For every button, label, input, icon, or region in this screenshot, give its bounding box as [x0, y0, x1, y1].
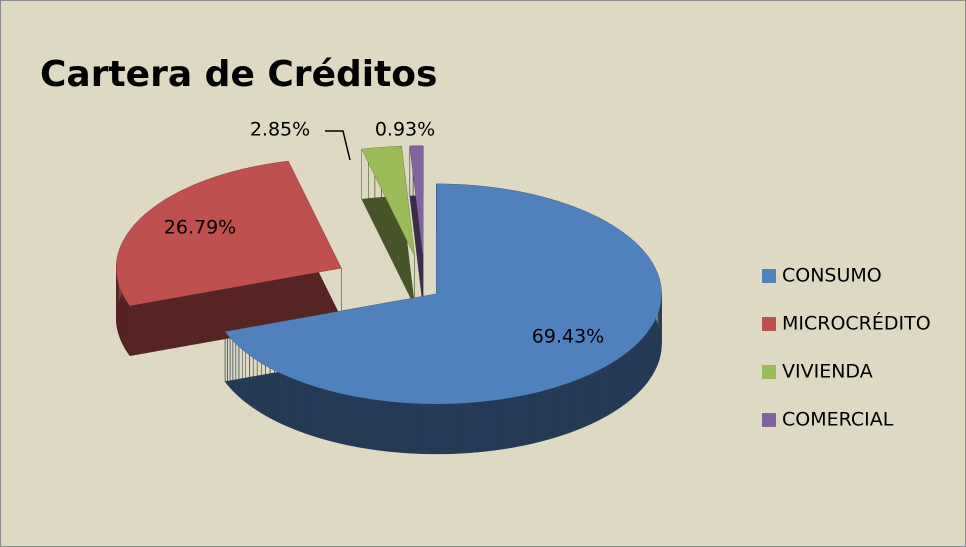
leader-line	[325, 130, 351, 161]
legend-label: VIVIENDA	[782, 361, 873, 383]
slice	[225, 183, 662, 404]
data-label: 69.43%	[532, 326, 604, 348]
slice	[116, 161, 342, 306]
data-label: 0.93%	[375, 119, 435, 141]
legend-swatch	[762, 317, 776, 331]
data-label: 26.79%	[164, 217, 236, 239]
chart-title: Cartera de Créditos	[40, 54, 437, 95]
legend-swatch	[762, 365, 776, 379]
slice	[361, 146, 415, 257]
legend-swatch	[762, 269, 776, 283]
data-label: 2.85%	[250, 119, 310, 141]
legend-label: COMERCIAL	[782, 409, 894, 431]
slice	[409, 145, 423, 256]
legend-label: CONSUMO	[782, 265, 882, 287]
legend-swatch	[762, 413, 776, 427]
legend-label: MICROCRÉDITO	[782, 312, 931, 335]
